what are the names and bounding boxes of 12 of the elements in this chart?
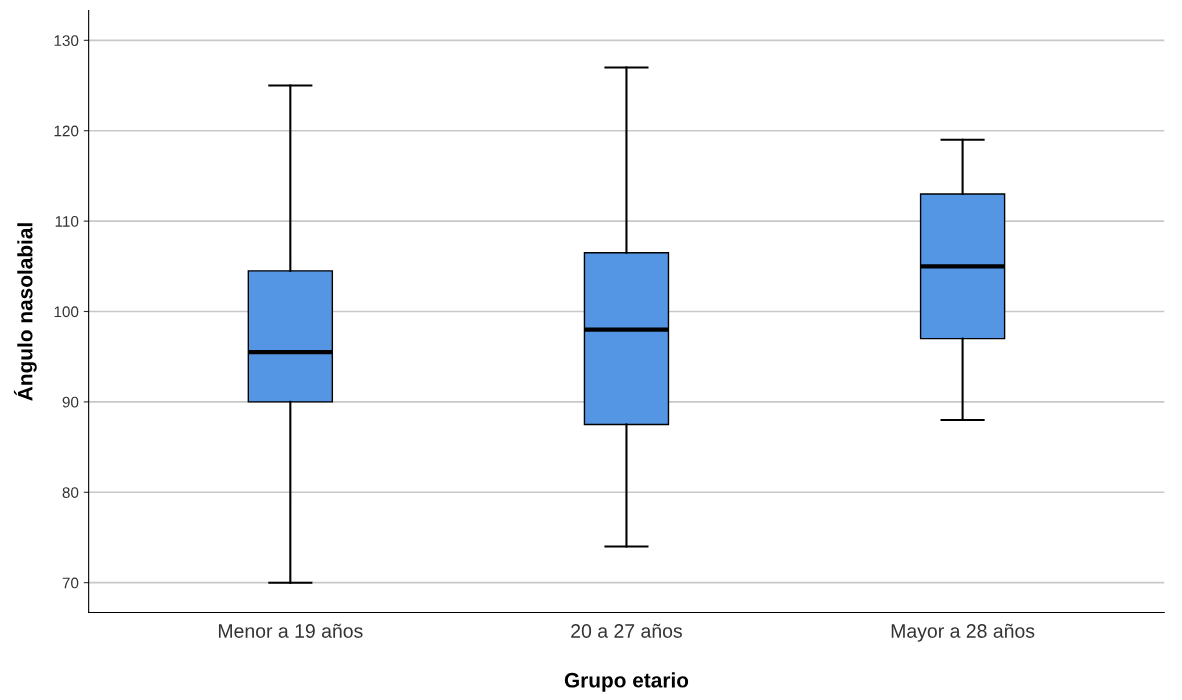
y-tick-label: 130 bbox=[54, 35, 79, 47]
x-axis-title: Grupo etario bbox=[564, 672, 689, 692]
y-tick-label: 110 bbox=[55, 215, 79, 227]
y-tick-label: 70 bbox=[62, 577, 79, 589]
y-tick-label: 100 bbox=[54, 306, 79, 318]
x-tick-label: Mayor a 28 años bbox=[891, 623, 1035, 642]
x-tick-label: 20 a 27 años bbox=[571, 623, 682, 638]
x-tick-label: Menor a 19 años bbox=[218, 623, 363, 638]
y-tick-label: 120 bbox=[54, 125, 79, 137]
y-tick-label: 80 bbox=[62, 487, 79, 498]
y-tick-label: 90 bbox=[62, 396, 79, 408]
y-axis-title: Ángulo nasolabial bbox=[13, 223, 37, 401]
